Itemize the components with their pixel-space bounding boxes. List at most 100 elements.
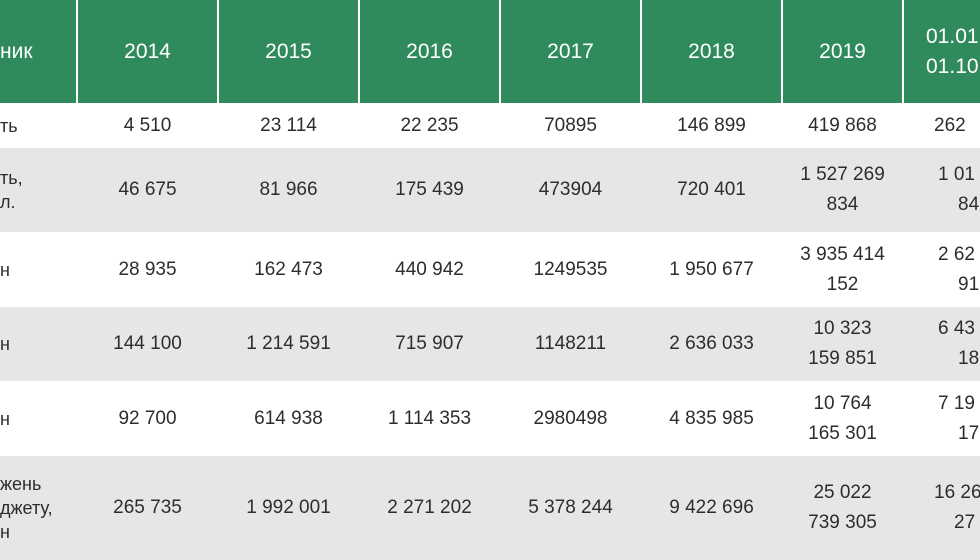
table-row: н 92 700 614 938 1 114 353 2980498 4 835…: [0, 381, 980, 456]
cell-value: 81 966: [259, 179, 318, 200]
table-cell: 1 992 001: [219, 456, 358, 560]
row-label: н: [0, 307, 76, 381]
cell-value: 70895: [544, 114, 597, 136]
cell-value: 720 401: [677, 179, 746, 200]
header-divider: [781, 0, 783, 103]
cell-value: 614 938: [254, 407, 323, 429]
row-label-text: н: [0, 522, 10, 542]
cell-value: 1 01: [938, 164, 975, 185]
cell-value: 2980498: [533, 407, 608, 429]
table-cell: 1 114 353: [360, 381, 499, 456]
cell-value: 4 835 985: [669, 407, 754, 429]
table-row: ть, л. 46 675 81 966 175 439 473904 720 …: [0, 148, 980, 232]
cell-value: 165 301: [808, 422, 877, 444]
cell-value: 175 439: [395, 179, 464, 200]
table-cell: 46 675: [78, 148, 217, 232]
table-row: ть 4 510 23 114 22 235 70895 146 899 419…: [0, 103, 980, 148]
cell-value: 10 764: [813, 392, 872, 414]
table-cell: 2 271 202: [360, 456, 499, 560]
table-cell: 4 835 985: [642, 381, 781, 456]
row-label: ть: [0, 103, 76, 148]
table-cell: 473904: [501, 148, 640, 232]
cell-value: 10 323: [813, 318, 872, 339]
row-label-text: ть,: [0, 168, 23, 188]
table-cell: 440 942: [360, 232, 499, 307]
header-period-line2: 01.10: [926, 54, 979, 78]
table-cell: 25 022 739 305: [783, 456, 902, 560]
row-label-text: жень: [0, 474, 42, 494]
table-cell: 2980498: [501, 381, 640, 456]
table-cell: 6 43 18: [904, 307, 980, 381]
header-divider: [499, 0, 501, 103]
table-cell: 720 401: [642, 148, 781, 232]
cell-value: 4 510: [123, 114, 172, 136]
header-divider: [640, 0, 642, 103]
table-cell: 10 764 165 301: [783, 381, 902, 456]
table-cell: 9 422 696: [642, 456, 781, 560]
row-label-text: джету,: [0, 498, 53, 518]
table-cell: 70895: [501, 103, 640, 148]
cell-value: 7 19: [938, 392, 975, 414]
header-label: ник: [0, 0, 76, 103]
table-row: н 28 935 162 473 440 942 1249535 1 950 6…: [0, 232, 980, 307]
cell-value: 440 942: [395, 258, 464, 280]
cell-value: 1249535: [533, 258, 608, 280]
cell-value: 473904: [538, 179, 603, 200]
table-cell: 10 323 159 851: [783, 307, 902, 381]
cell-value: 27: [954, 512, 976, 533]
header-year: 2019: [783, 0, 902, 103]
table-cell: 3 935 414 152: [783, 232, 902, 307]
cell-value: 2 636 033: [669, 333, 754, 354]
cell-value: 159 851: [808, 348, 877, 369]
row-label-text: н: [0, 408, 10, 429]
table-cell: 265 735: [78, 456, 217, 560]
cell-value: 84: [958, 194, 980, 215]
cell-value: 715 907: [395, 333, 464, 354]
header-year-text: 2015: [265, 39, 312, 63]
header-year: 2018: [642, 0, 781, 103]
cell-value: 17: [958, 422, 980, 444]
table-cell: 1 01 84: [904, 148, 980, 232]
table-cell: 5 378 244: [501, 456, 640, 560]
header-year-text: 2019: [819, 39, 866, 63]
header-year: 2017: [501, 0, 640, 103]
cell-value: 23 114: [260, 114, 317, 136]
table-cell: 1249535: [501, 232, 640, 307]
header-year-text: 2017: [547, 39, 594, 63]
header-divider: [902, 0, 904, 103]
cell-value: 146 899: [677, 114, 746, 136]
table-cell: 1 950 677: [642, 232, 781, 307]
cell-value: 144 100: [113, 333, 182, 354]
cell-value: 46 675: [118, 179, 177, 200]
table-cell: 23 114: [219, 103, 358, 148]
header-year: 2014: [78, 0, 217, 103]
cell-value: 9 422 696: [669, 497, 754, 518]
header-year-text: 2018: [688, 39, 735, 63]
cell-value: 3 935 414: [800, 243, 885, 265]
table-cell: 146 899: [642, 103, 781, 148]
header-period-line1: 01.01: [926, 24, 979, 48]
table-cell: 715 907: [360, 307, 499, 381]
row-label: ть, л.: [0, 148, 76, 232]
table-cell: 7 19 17: [904, 381, 980, 456]
header-year: 2015: [219, 0, 358, 103]
table-row: н 144 100 1 214 591 715 907 1148211 2 63…: [0, 307, 980, 381]
cell-value: 1 950 677: [669, 258, 754, 280]
table-cell: 175 439: [360, 148, 499, 232]
table-cell: 2 636 033: [642, 307, 781, 381]
table-cell: 22 235: [360, 103, 499, 148]
table-header: ник 2014 2015 2016 2017 2018 2019 01.01 …: [0, 0, 980, 103]
cell-value: 1148211: [534, 333, 607, 354]
cell-value: 162 473: [254, 258, 323, 280]
cell-value: 1 527 269: [800, 164, 885, 185]
header-divider: [358, 0, 360, 103]
cell-value: 2 62: [938, 243, 975, 265]
cell-value: 265 735: [113, 497, 182, 518]
cell-value: 5 378 244: [528, 497, 613, 518]
cell-value: 739 305: [808, 512, 877, 533]
header-divider: [217, 0, 219, 103]
row-label: жень джету, н: [0, 456, 76, 560]
header-year-text: 2016: [406, 39, 453, 63]
cell-value: 91: [958, 273, 980, 295]
